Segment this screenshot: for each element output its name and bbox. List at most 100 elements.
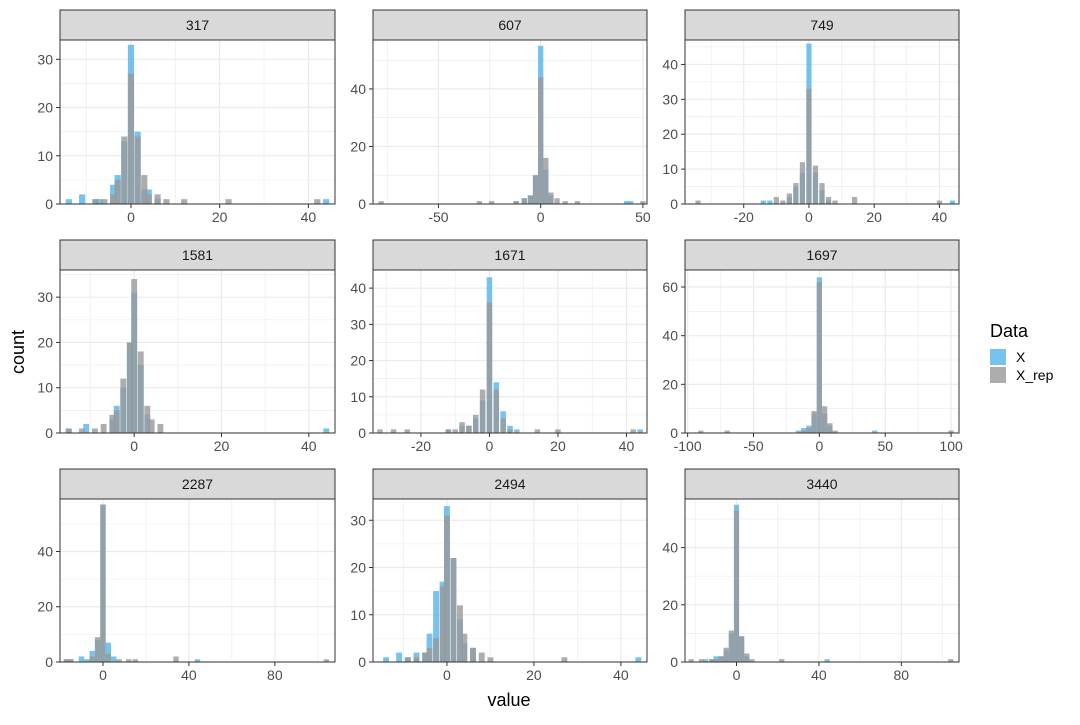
facet-strip <box>59 9 336 41</box>
histogram-bar-x-rep <box>433 638 439 662</box>
axis-ticks: -100 -50 0 50 100 0 20 40 60 <box>662 279 963 454</box>
histogram-bar-x-rep <box>800 430 807 433</box>
histogram-bar-x-rep <box>487 657 494 662</box>
histogram-bar-x <box>111 656 117 662</box>
legend-title: Data <box>990 321 1029 341</box>
x-tick-label: 0 <box>537 209 545 225</box>
histogram-bar-x-rep <box>105 653 112 662</box>
histogram-bar-x-rep <box>709 659 715 662</box>
y-tick-label: 40 <box>662 56 678 72</box>
legend-label: X <box>1016 349 1026 365</box>
histogram-bar-x-rep <box>101 199 108 204</box>
histogram-bar-x-rep <box>461 633 468 662</box>
histogram-bar-x-rep <box>479 389 486 433</box>
histogram-bar-x-rep <box>439 586 446 662</box>
y-tick-label: 40 <box>662 540 678 556</box>
facet-panel: 2287 0 40 80 0 20 40 <box>37 468 336 683</box>
histogram-bar-x-rep <box>109 414 116 433</box>
histogram-bar-x-rep <box>816 282 822 433</box>
facet-strip <box>684 9 960 41</box>
y-tick-label: 0 <box>358 196 366 212</box>
histogram-bar-x-rep <box>713 659 719 662</box>
histogram-bar-x-rep <box>126 342 133 433</box>
y-tick-label: 40 <box>662 328 678 344</box>
y-tick-label: 0 <box>358 425 366 441</box>
histogram-bar-x-rep <box>534 429 541 433</box>
histogram-bar-x-rep <box>404 429 410 433</box>
x-tick-label: 100 <box>939 438 963 454</box>
histogram-bar-x-rep <box>145 194 152 204</box>
histogram-bar-x-rep <box>819 183 825 204</box>
histogram-bars <box>383 506 642 662</box>
histogram-bar-x-rep <box>173 656 179 662</box>
y-tick-label: 40 <box>37 543 53 559</box>
histogram-bar-x-rep <box>948 659 954 662</box>
facet-panel: 1581 0 20 40 0 10 20 30 <box>37 239 336 454</box>
histogram-bar-x-rep <box>561 657 568 662</box>
histogram-bar-x-rep <box>131 279 138 433</box>
histogram-bar-x <box>703 659 709 662</box>
y-tick-label: 20 <box>662 126 678 142</box>
y-tick-label: 30 <box>37 289 53 305</box>
facet-title: 749 <box>810 17 834 33</box>
histogram-bar-x-rep <box>132 659 138 662</box>
histogram-bars <box>377 277 643 433</box>
histogram-bars <box>63 504 330 662</box>
y-tick-label: 20 <box>350 560 366 576</box>
histogram-bars <box>378 45 646 204</box>
panel-background <box>60 270 335 433</box>
histogram-bar-x-rep <box>100 504 106 662</box>
histogram-bar-x-rep <box>314 199 321 204</box>
histogram-bar-x-rep <box>78 428 85 433</box>
x-tick-label: 80 <box>267 667 283 683</box>
facet-title: 607 <box>498 17 522 33</box>
histogram-bar-x-rep <box>527 195 534 204</box>
histogram-bar-x <box>760 200 766 204</box>
histogram-bar-x-rep <box>459 422 465 433</box>
y-tick-label: 30 <box>662 91 678 107</box>
facet-panel: 1697 -100 -50 0 50 100 0 20 40 60 <box>662 239 963 454</box>
x-tick-label: 40 <box>811 667 827 683</box>
histogram-bar-x-rep <box>799 162 806 204</box>
histogram-bar-x-rep <box>562 201 568 204</box>
histogram-bars <box>65 279 330 433</box>
facet-panel: 2494 0 20 40 0 10 20 30 <box>350 468 648 683</box>
histogram-bar-x-rep <box>378 201 384 204</box>
histogram-bars <box>688 504 954 662</box>
histogram-bar-x-rep <box>733 510 740 662</box>
histogram-bar-x-rep <box>773 197 779 204</box>
x-tick-label: 0 <box>805 209 813 225</box>
histogram-bar-x-rep <box>476 201 482 204</box>
panel-background <box>60 499 335 662</box>
x-tick-label: -50 <box>428 209 448 225</box>
histogram-bar-x-rep <box>91 428 98 433</box>
x-tick-label: 0 <box>733 667 741 683</box>
legend: Data X X_rep <box>990 321 1054 383</box>
histogram-bar-x-rep <box>323 659 330 662</box>
histogram-bar-x-rep <box>744 653 750 662</box>
y-tick-label: 0 <box>670 196 678 212</box>
x-tick-label: 20 <box>550 438 566 454</box>
histogram-bar-x-rep <box>445 429 452 433</box>
x-tick-label: 40 <box>619 438 635 454</box>
histogram-bar-x <box>323 199 330 204</box>
histogram-bar-x-rep <box>822 406 828 433</box>
histogram-bar-x <box>105 642 112 662</box>
histogram-bar-x-rep <box>121 136 128 204</box>
x-tick-label: 20 <box>526 667 542 683</box>
histogram-bar-x-rep <box>698 430 704 433</box>
histogram-bar-x-rep <box>825 197 832 204</box>
histogram-bar-x-rep <box>521 198 527 204</box>
facet-strip <box>684 239 960 271</box>
histogram-bar-x-rep <box>555 429 561 433</box>
histogram-bar-x <box>635 657 642 662</box>
histogram-bar-x-rep <box>780 200 786 204</box>
panel-background <box>685 499 959 662</box>
panel-border <box>59 498 336 663</box>
y-tick-label: 60 <box>662 279 678 295</box>
histogram-bar-x-rep <box>832 200 838 204</box>
histogram-bar-x <box>426 633 433 662</box>
histogram-bar-x <box>78 656 85 662</box>
histogram-bar-x-rep <box>507 429 513 433</box>
